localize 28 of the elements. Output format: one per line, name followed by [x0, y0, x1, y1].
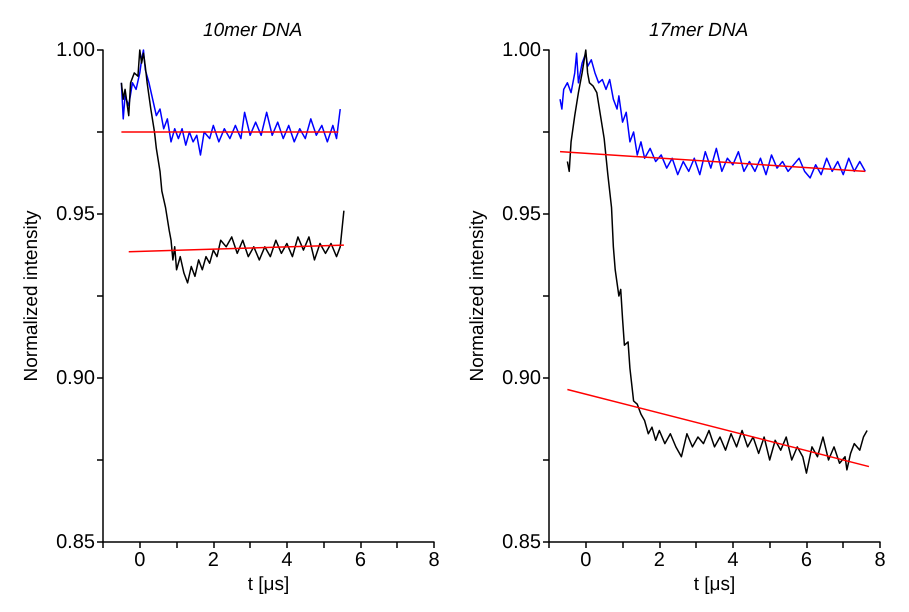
x-tick-label: 0	[134, 549, 146, 571]
x-tick-label: 8	[428, 549, 440, 571]
x-tick-label: 4	[281, 549, 292, 571]
x-tick-label: 4	[727, 549, 738, 571]
y-tick-label: 0.85	[502, 531, 541, 553]
x-tick-label: 6	[800, 549, 812, 571]
x-tick-label: 8	[874, 549, 886, 571]
chart-title: 17mer DNA	[649, 20, 748, 41]
y-axis-title: Normalized intensity	[467, 210, 488, 382]
x-axis-title: t [μs]	[694, 574, 736, 595]
x-tick-label: 2	[654, 549, 665, 571]
line-series	[566, 49, 868, 474]
y-tick-label: 0.90	[56, 367, 95, 389]
y-tick-label: 0.90	[502, 367, 541, 389]
y-tick-label: 0.95	[56, 203, 95, 225]
x-tick-label: 2	[208, 549, 219, 571]
y-tick-label: 1.00	[56, 39, 95, 61]
x-tick-label: 0	[580, 549, 592, 571]
chart-title: 10mer DNA	[203, 20, 302, 41]
y-tick-label: 0.85	[56, 531, 95, 553]
y-tick-label: 1.00	[502, 39, 541, 61]
y-tick-label: 0.95	[502, 203, 541, 225]
line-series	[559, 52, 866, 179]
y-axis-title: Normalized intensity	[21, 210, 42, 382]
x-tick-label: 6	[354, 549, 366, 571]
x-axis-title: t [μs]	[248, 574, 290, 595]
line-series	[120, 49, 341, 156]
line-series	[120, 49, 345, 284]
